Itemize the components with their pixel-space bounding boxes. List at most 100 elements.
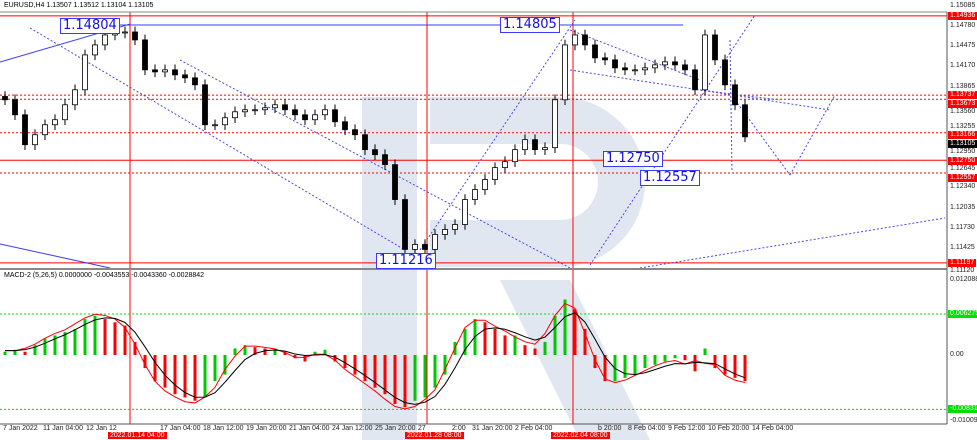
annotation-level-1[interactable]: 1.12750 [603, 151, 663, 167]
price-tick-label: 1.11425 [950, 243, 975, 251]
candle-body [732, 84, 738, 106]
macd-histogram-bar [243, 345, 247, 355]
macd-histogram-bar [43, 338, 47, 355]
candle-body [92, 44, 98, 56]
macd-histogram-bar [383, 355, 387, 395]
macd-histogram-bar [283, 351, 287, 355]
macd-histogram-bar [133, 341, 137, 355]
candle-body [102, 34, 108, 46]
time-tick-label: 18 Jan 12:00 [203, 425, 244, 432]
dotted-trend-line [569, 29, 701, 81]
time-tick-label: 21 Jan 04:00 [289, 425, 330, 432]
macd-histogram-bar [373, 355, 377, 388]
macd-histogram-bar [323, 349, 327, 355]
macd-histogram-bar [33, 345, 37, 355]
macd-histogram-bar [673, 355, 677, 359]
macd-histogram-bar [363, 355, 367, 382]
candles [2, 26, 748, 255]
macd-histogram-bar [123, 325, 127, 355]
dotted-trend-line [789, 94, 836, 176]
candle-body [602, 57, 608, 61]
macd-histogram-bar [693, 355, 697, 372]
time-tick-label: 2:00 [452, 425, 466, 432]
dotted-trend-line [639, 217, 946, 269]
candle-body [712, 34, 718, 61]
macd-histogram-bar [83, 319, 87, 355]
candle-body [662, 61, 668, 66]
macd-tick-label: -0.010098 [950, 416, 977, 424]
annotation-high-1[interactable]: 1.14804 [60, 18, 120, 34]
annotation-low[interactable]: 1.11216 [376, 253, 436, 269]
dotted-trend-line [179, 59, 571, 269]
candle-body [592, 44, 598, 59]
macd-histogram-bar [603, 355, 607, 382]
candle-body [562, 44, 568, 101]
candle-body [412, 244, 418, 250]
candle-body [202, 84, 208, 126]
candle-body [552, 99, 558, 149]
macd-histogram-bar [173, 355, 177, 395]
macd-histogram-bar [663, 355, 667, 362]
candle-body [332, 109, 338, 123]
macd-histogram-bar [183, 355, 187, 398]
macd-histogram-bar [423, 355, 427, 398]
macd-histogram-bar [623, 355, 627, 378]
candle-body [252, 109, 258, 112]
macd-histogram-bar [503, 335, 507, 355]
macd-histogram-bar [733, 355, 737, 378]
dotted-trend-line [699, 89, 781, 101]
annotation-high-2[interactable]: 1.14805 [500, 17, 560, 33]
candle-body [272, 104, 278, 109]
macd-histogram-bar [63, 332, 67, 355]
macd-histogram-bar [633, 355, 637, 375]
candle-body [2, 96, 8, 101]
macd-histogram-bar [413, 355, 417, 401]
macd-histogram-bar [683, 355, 687, 361]
macd-histogram-bar [403, 355, 407, 408]
time-cursor-label: 2022.02.04 08:00 [551, 432, 610, 439]
macd-histogram-bar [333, 355, 337, 362]
price-tick-label: 1.14780 [950, 22, 976, 30]
time-tick-label: 9 Feb 12:00 [668, 425, 706, 432]
macd-info: MACD-2 (5,26,5) 0.0000000 -0.0043553 -0.… [4, 272, 205, 279]
candle-body [212, 124, 218, 127]
macd-histogram-bar [163, 355, 167, 388]
level-price-label: 1.12557 [948, 173, 977, 182]
macd-histogram-bar [113, 322, 117, 355]
candle-body [132, 31, 138, 41]
level-price-label: 1.12750 [948, 156, 977, 165]
macd-histogram-bar [23, 351, 27, 355]
macd-main-line [5, 312, 746, 405]
candle-body [292, 109, 298, 116]
level-price-label: 1.14936 [948, 11, 977, 20]
macd-histogram-bar [293, 355, 297, 359]
macd-histogram-bar [153, 355, 157, 382]
time-tick-label: 17 Jan 04:00 [160, 425, 201, 432]
candle-body [12, 99, 18, 116]
price-tick-label: 1.12035 [950, 203, 976, 211]
annotation-level-2[interactable]: 1.12557 [640, 170, 700, 186]
macd-signal-line [5, 302, 746, 410]
macd-level-label: 0.0062759 [948, 309, 977, 318]
current-price-label: 1.13105 [948, 139, 977, 148]
time-tick-label: 25 Jan 20:00 [375, 425, 416, 432]
time-tick-label: 10 Feb 20:00 [708, 425, 750, 432]
candle-body [152, 69, 158, 73]
price-tick-label: 1.11730 [950, 223, 975, 231]
macd-histogram-bar [393, 355, 397, 405]
price-tick-label: 1.11120 [950, 267, 975, 275]
macd-histogram-bar [353, 355, 357, 375]
time-tick-label: 24 Jan 12:00 [332, 425, 373, 432]
dotted-trend-line [29, 27, 406, 251]
price-tick-label: 1.13560 [950, 108, 976, 116]
candle-body [672, 61, 678, 66]
dotted-trend-line [589, 14, 756, 266]
macd-level-label: -0.0083124 [948, 405, 977, 414]
time-cursor-label: 2022.01.14 04:00 [108, 432, 167, 439]
candle-body [402, 199, 408, 250]
dotted-trend-line [734, 99, 791, 176]
candle-body [522, 139, 528, 151]
candle-body [392, 164, 398, 200]
